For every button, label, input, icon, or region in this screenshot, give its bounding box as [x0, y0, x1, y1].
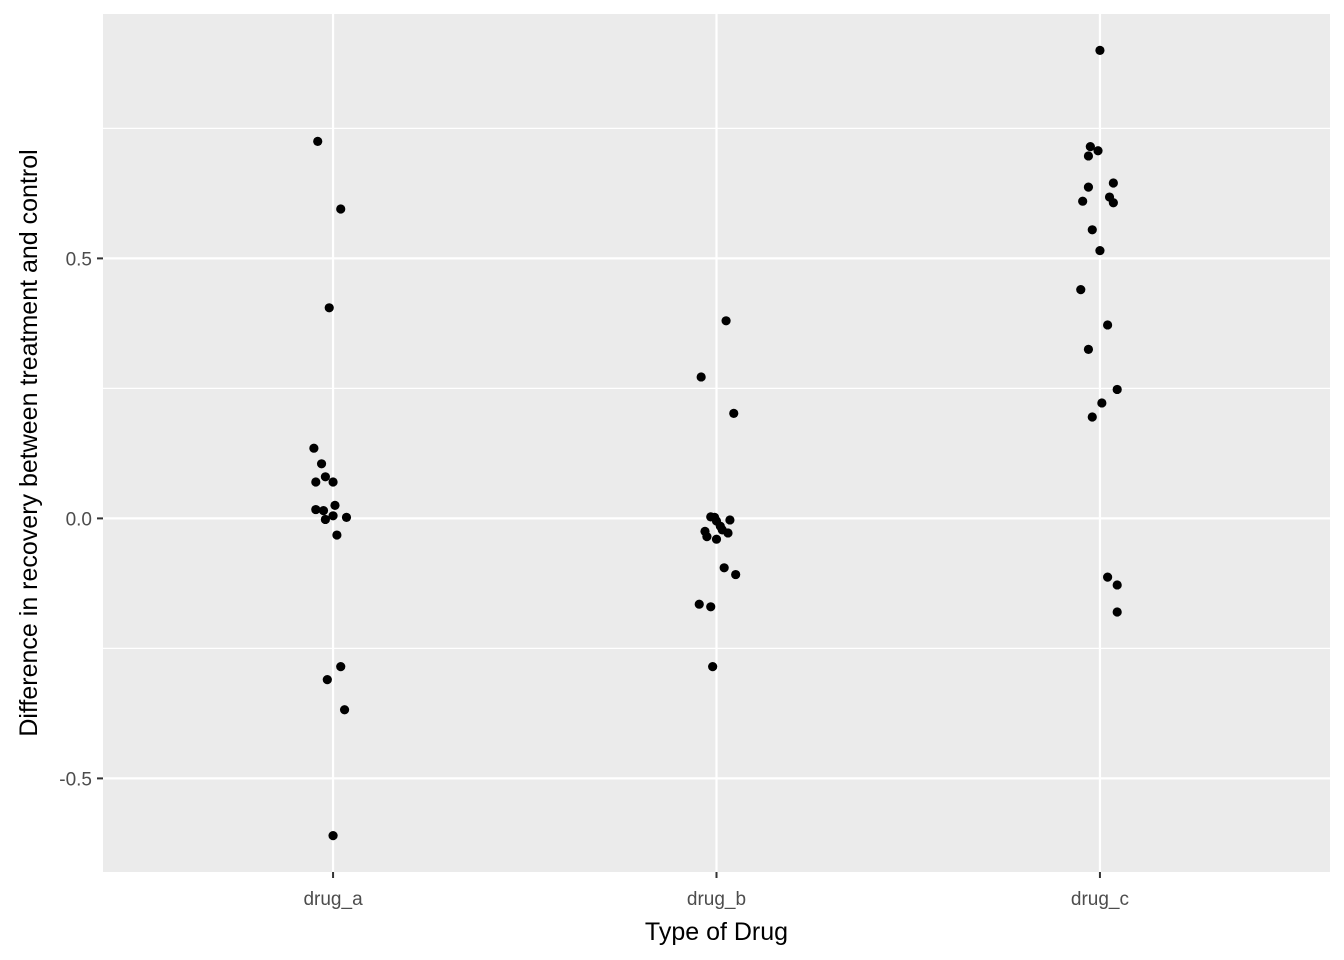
data-point: [1085, 142, 1095, 152]
x-axis-ticks: drug_a drug_b drug_c: [303, 872, 1129, 910]
data-point: [318, 506, 329, 516]
data-point: [320, 472, 330, 482]
data-point: [1108, 178, 1118, 188]
data-point: [328, 511, 338, 521]
data-point: [706, 602, 716, 612]
data-point: [1087, 225, 1097, 235]
data-point: [1083, 182, 1094, 192]
x-tick-label: drug_c: [1071, 889, 1129, 910]
data-point: [328, 477, 338, 487]
major-gridlines: [103, 14, 1330, 872]
data-point: [723, 528, 733, 538]
x-tick-label: drug_b: [687, 889, 746, 910]
data-point: [311, 504, 321, 515]
data-point: [1095, 45, 1105, 56]
y-tick-label: -0.5: [59, 769, 92, 790]
data-point: [330, 500, 340, 510]
data-point: [1087, 412, 1097, 422]
y-tick-label: 0.5: [66, 249, 92, 270]
data-point: [328, 831, 338, 841]
data-point: [316, 459, 327, 469]
data-point: [313, 136, 323, 146]
data-point: [311, 477, 321, 487]
y-tick-label: 0.0: [66, 509, 92, 530]
data-point: [1108, 198, 1118, 208]
data-point: [1083, 151, 1094, 161]
data-point: [702, 532, 712, 542]
data-point: [694, 599, 704, 609]
y-axis-title: Difference in recovery between treatment…: [15, 149, 43, 736]
data-point: [711, 534, 722, 544]
data-point: [324, 303, 334, 313]
data-point: [708, 662, 718, 672]
data-point: [729, 408, 739, 418]
data-point: [721, 316, 731, 326]
data-point: [336, 662, 346, 672]
y-axis-ticks: -0.5 0.0 0.5: [59, 249, 103, 790]
data-point: [1112, 384, 1122, 395]
data-point: [336, 204, 346, 214]
x-axis-title: Type of Drug: [645, 918, 788, 946]
data-point: [1103, 572, 1113, 582]
data-point: [1083, 344, 1094, 354]
data-point: [322, 675, 332, 685]
data-point: [725, 515, 735, 525]
data-point: [1112, 580, 1122, 590]
data-point: [341, 512, 352, 522]
data-point: [1112, 607, 1122, 617]
data-point: [1093, 146, 1103, 156]
data-point: [320, 514, 330, 525]
data-point: [1076, 285, 1086, 295]
data-point: [1095, 246, 1105, 256]
data-point: [1103, 320, 1113, 330]
data-point: [1097, 398, 1107, 408]
data-point: [309, 443, 319, 453]
data-point: [731, 569, 741, 580]
data-point: [339, 705, 350, 715]
data-point: [332, 530, 342, 540]
data-point: [696, 372, 706, 382]
data-point: [1078, 196, 1088, 206]
data-point: [719, 563, 729, 573]
data-points: [309, 45, 1122, 841]
x-tick-label: drug_a: [303, 889, 363, 910]
